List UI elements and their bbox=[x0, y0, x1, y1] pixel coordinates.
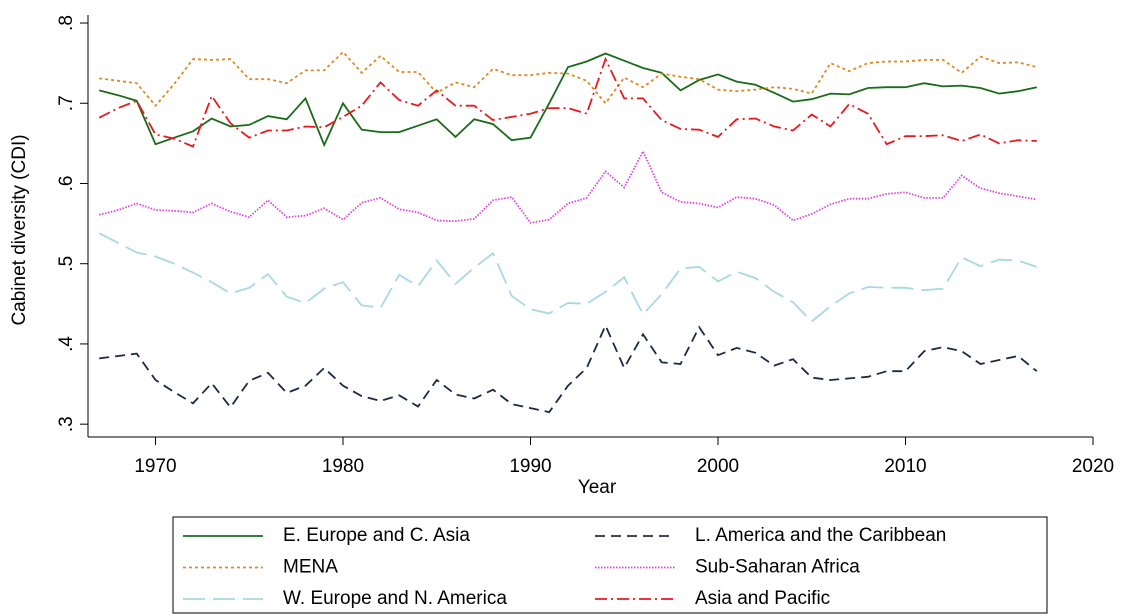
y-tick-label: .7 bbox=[56, 95, 77, 111]
x-tick-label: 1990 bbox=[509, 456, 551, 477]
x-tick-label: 1980 bbox=[322, 456, 364, 477]
x-tick-label: 2000 bbox=[697, 456, 739, 477]
legend-label: E. Europe and C. Asia bbox=[283, 525, 470, 546]
legend-label: MENA bbox=[283, 557, 338, 578]
series-line bbox=[98, 52, 1037, 148]
series-line bbox=[99, 323, 1038, 414]
legend-label: L. America and the Caribbean bbox=[695, 525, 946, 546]
series-line bbox=[98, 232, 1038, 323]
legend-label: Asia and Pacific bbox=[695, 588, 830, 609]
y-tick-label: .5 bbox=[56, 256, 77, 272]
y-tick-label: .3 bbox=[56, 416, 77, 432]
x-tick-label: 2010 bbox=[884, 456, 926, 477]
x-axis-label: Year bbox=[578, 477, 617, 498]
legend-label: Sub-Saharan Africa bbox=[695, 557, 860, 578]
y-axis-label: Cabinet diversity (CDI) bbox=[9, 134, 30, 325]
y-tick-label: .8 bbox=[56, 15, 77, 31]
x-tick-label: 1970 bbox=[134, 456, 176, 477]
series-line bbox=[98, 149, 1037, 224]
y-tick-label: .6 bbox=[56, 176, 77, 192]
series-line bbox=[98, 56, 1037, 148]
legend-label: W. Europe and N. America bbox=[283, 588, 507, 609]
y-tick-label: .4 bbox=[56, 336, 77, 352]
series-line bbox=[99, 50, 1038, 108]
legend-box bbox=[172, 516, 1048, 614]
x-tick-label: 2020 bbox=[1072, 456, 1114, 477]
